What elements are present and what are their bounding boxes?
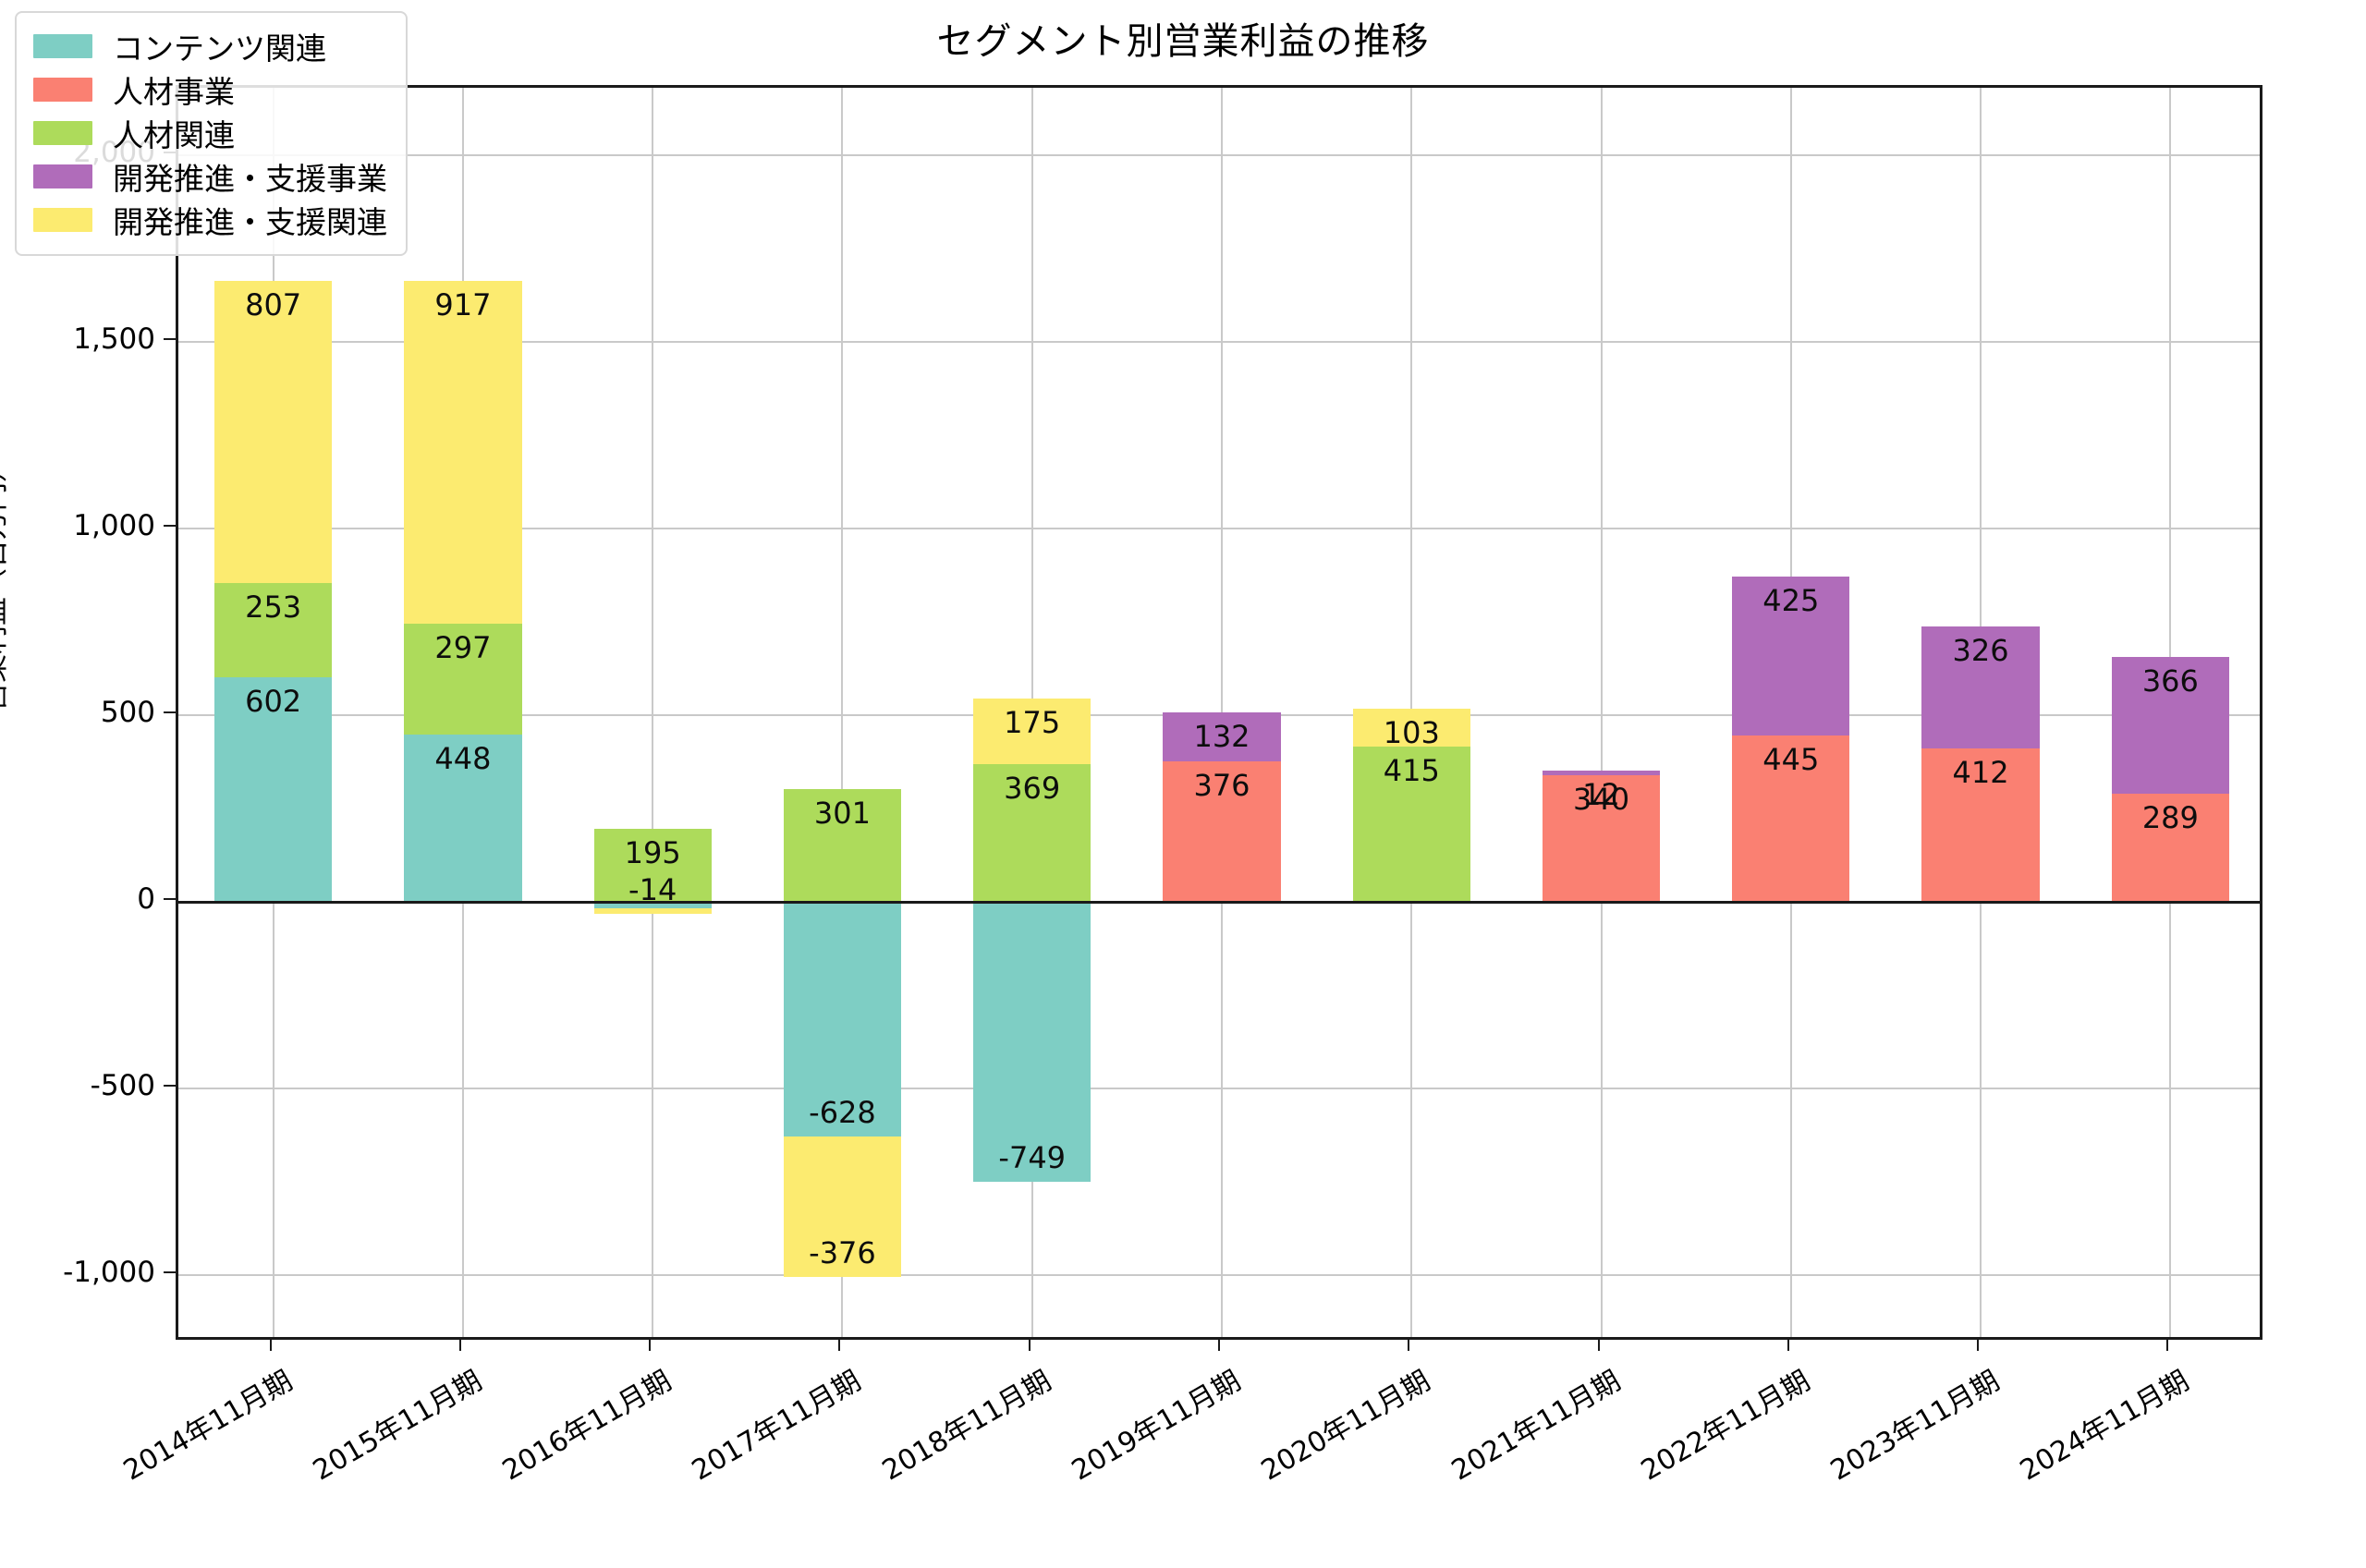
x-tick-label: 2022年11月期	[1635, 1364, 1816, 1488]
x-tick-mark	[1218, 1340, 1220, 1351]
bar-segment[interactable]	[973, 699, 1092, 764]
bar-segment[interactable]	[1921, 748, 2040, 903]
bar-segment[interactable]	[1542, 774, 1661, 903]
y-tick-mark	[164, 1271, 176, 1274]
legend-item-label: コンテンツ関連	[113, 30, 326, 67]
x-tick-label: 2021年11月期	[1445, 1364, 1627, 1488]
legend-item[interactable]: 開発推進・支援関連	[33, 198, 387, 241]
plot-area: 602448-18-628-74937634044541228925329719…	[176, 85, 2262, 1340]
bar-segment[interactable]	[1732, 735, 1850, 903]
y-tick-mark	[164, 524, 176, 527]
x-tick-label: 2024年11月期	[2015, 1364, 2195, 1488]
y-tick-label: 500	[100, 696, 155, 729]
x-tick-label: 2017年11月期	[687, 1364, 867, 1488]
bar-segment[interactable]	[1352, 747, 1470, 903]
bar-segment[interactable]	[214, 582, 333, 677]
x-tick-mark	[1408, 1340, 1410, 1351]
y-tick-label: 0	[137, 882, 155, 917]
y-axis-label: 営業利益（百万円）	[0, 454, 11, 711]
legend-item[interactable]: 開発推進・支援事業	[33, 154, 387, 198]
y-tick-label: 1,500	[73, 322, 155, 356]
bars-layer: 602448-18-628-74937634044541228925329719…	[178, 88, 2260, 1337]
zero-line	[178, 901, 2260, 905]
legend-item[interactable]: コンテンツ関連	[33, 24, 387, 67]
x-tick-label: 2023年11月期	[1824, 1364, 2006, 1488]
bar-segment[interactable]	[593, 908, 712, 914]
bar-segment[interactable]	[783, 789, 902, 903]
x-tick-mark	[2166, 1340, 2169, 1351]
bar-segment[interactable]	[404, 281, 522, 624]
x-tick-mark	[269, 1340, 272, 1351]
bar-segment[interactable]	[973, 902, 1092, 1182]
legend-item-label: 人材事業	[113, 73, 235, 110]
chart-legend[interactable]: コンテンツ関連 人材事業人材関連開発推進・支援事業 開発推進・支援関連	[15, 11, 408, 256]
x-tick-mark	[838, 1340, 841, 1351]
legend-item[interactable]: 人材事業	[33, 67, 387, 111]
zero-line-layer	[178, 88, 2260, 1337]
y-tick-mark	[164, 1085, 176, 1088]
gridline-horizontal	[178, 527, 2260, 529]
legend-item-label: 開発推進・支援事業	[113, 160, 387, 197]
x-tick-mark	[649, 1340, 652, 1351]
bar-segment[interactable]	[2111, 794, 2229, 903]
x-tick-mark	[1787, 1340, 1789, 1351]
legend-swatch-icon	[33, 207, 92, 232]
bar-segment[interactable]	[783, 902, 902, 1136]
gridline-horizontal	[178, 1274, 2260, 1277]
gridline-vertical	[652, 88, 654, 1337]
legend-swatch-icon	[33, 164, 92, 188]
y-tick-mark	[164, 711, 176, 713]
bar-segment[interactable]	[1163, 711, 1281, 762]
x-tick-label: 2016年11月期	[497, 1364, 677, 1488]
x-tick-label: 2015年11月期	[307, 1364, 488, 1488]
bar-segment[interactable]	[404, 623, 522, 735]
bar-segment[interactable]	[783, 1136, 902, 1277]
chart-title: セグメント別営業利益の推移	[936, 20, 1430, 63]
bar-segment[interactable]	[404, 735, 522, 903]
bar-segment[interactable]	[1921, 626, 2040, 748]
y-tick-label: -500	[90, 1069, 155, 1103]
bar-segment[interactable]	[1732, 577, 1850, 736]
legend-swatch-icon	[33, 120, 92, 145]
legend-item-label: 人材関連	[113, 116, 235, 153]
legend-item[interactable]: 人材関連	[33, 111, 387, 154]
bar-segment[interactable]	[593, 829, 712, 903]
legend-item-label: 開発推進・支援関連	[113, 203, 387, 240]
x-tick-mark	[1977, 1340, 1980, 1351]
gridline-vertical	[1600, 88, 1603, 1337]
bar-segment[interactable]	[593, 902, 712, 909]
x-tick-label: 2019年11月期	[1066, 1364, 1247, 1488]
x-tick-label: 2014年11月期	[117, 1364, 299, 1488]
bar-segment[interactable]	[2111, 657, 2229, 795]
bar-segment[interactable]	[1542, 770, 1661, 775]
bar-segment[interactable]	[214, 281, 333, 583]
bar-segment[interactable]	[214, 676, 333, 903]
bar-segment[interactable]	[1163, 761, 1281, 903]
bar-segment[interactable]	[973, 763, 1092, 903]
bar-segment[interactable]	[1352, 708, 1470, 748]
x-tick-label: 2020年11月期	[1256, 1364, 1436, 1488]
y-tick-mark	[164, 337, 176, 340]
y-tick-label: 1,000	[73, 508, 155, 542]
x-tick-mark	[1028, 1340, 1031, 1351]
x-tick-mark	[1597, 1340, 1600, 1351]
gridline-vertical	[841, 88, 844, 1337]
y-tick-label: -1,000	[63, 1256, 155, 1290]
legend-swatch-icon	[33, 77, 92, 102]
legend-swatch-icon	[33, 33, 92, 58]
y-tick-mark	[164, 898, 176, 901]
gridline-horizontal	[178, 340, 2260, 343]
gridline-horizontal	[178, 153, 2260, 156]
x-tick-mark	[458, 1340, 461, 1351]
x-tick-label: 2018年11月期	[876, 1364, 1057, 1488]
gridline-horizontal	[178, 1088, 2260, 1090]
